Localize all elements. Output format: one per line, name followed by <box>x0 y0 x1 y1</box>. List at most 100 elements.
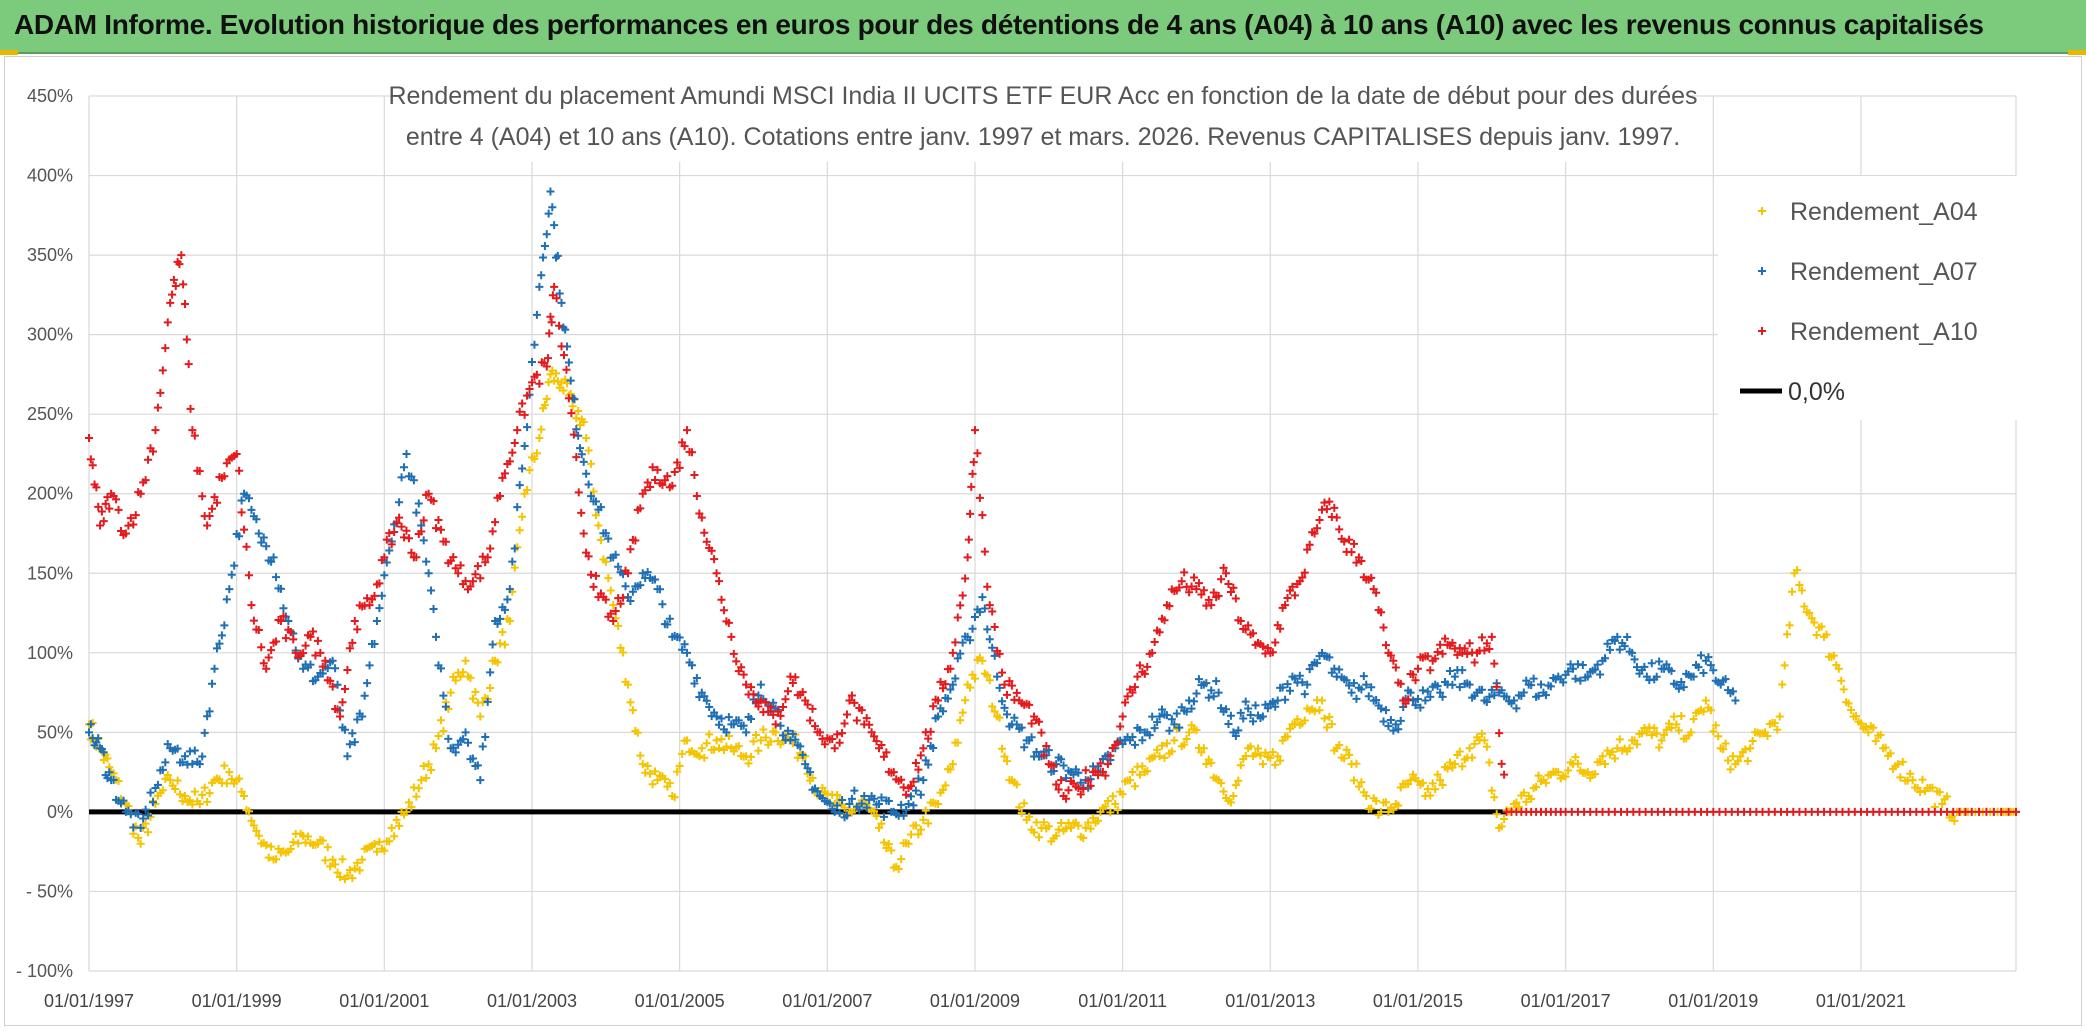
data-point-A07 <box>1482 698 1491 707</box>
data-point-A10 <box>471 570 480 579</box>
data-point-A10 <box>1128 688 1137 697</box>
data-point-A04 <box>1445 758 1454 767</box>
data-point-A04 <box>515 526 524 535</box>
performance-scatter-chart: 450% 400% 350% 300% 250% 200% 150% 100% 50% 0% - 5… <box>16 74 2020 1011</box>
data-point-A07 <box>1620 642 1629 651</box>
data-point-A10 <box>747 683 756 692</box>
data-point-A10 <box>919 744 928 753</box>
data-point-A04 <box>1106 808 1115 817</box>
data-point-A10 <box>911 758 920 767</box>
data-point-A07 <box>488 640 497 649</box>
data-point-A04 <box>961 696 970 705</box>
data-point-A10 <box>131 511 140 520</box>
data-point-A10 <box>1226 587 1235 596</box>
data-point-A10 <box>717 595 726 604</box>
data-point-A07 <box>1182 707 1191 716</box>
data-point-A10 <box>495 492 504 501</box>
data-point-A07 <box>1352 694 1361 703</box>
data-point-A10 <box>663 472 672 481</box>
data-point-A07 <box>1187 704 1196 713</box>
data-point-A10 <box>968 469 977 478</box>
data-point-A10 <box>626 545 635 554</box>
data-point-A04 <box>1564 766 1573 775</box>
data-point-A07 <box>579 457 588 466</box>
data-point-A04 <box>879 838 888 847</box>
data-point-A07 <box>414 499 423 508</box>
data-point-A07 <box>481 733 490 742</box>
data-point-A04 <box>1020 799 1029 808</box>
data-point-A04 <box>956 716 965 725</box>
data-point-A04 <box>1657 736 1666 745</box>
data-point-A10 <box>1477 633 1486 642</box>
data-point-A10 <box>385 529 394 538</box>
data-point-A07 <box>1728 687 1737 696</box>
series-layer <box>85 187 2020 884</box>
data-point-A04 <box>616 643 625 652</box>
data-point-A04 <box>1689 715 1698 724</box>
data-point-A07 <box>380 571 389 580</box>
data-point-A04 <box>646 769 655 778</box>
data-point-A07 <box>978 593 987 602</box>
data-point-A07 <box>683 648 692 657</box>
data-point-A04 <box>1785 621 1794 630</box>
data-point-A10 <box>1187 582 1196 591</box>
data-point-A04 <box>756 736 765 745</box>
data-point-A07 <box>510 544 519 553</box>
data-point-A10 <box>951 638 960 647</box>
data-point-A07 <box>252 515 261 524</box>
data-point-A10 <box>407 548 416 557</box>
data-point-A10 <box>1086 781 1095 790</box>
data-point-A04 <box>407 803 416 812</box>
legend-label-A10: Rendement_A10 <box>1790 318 1978 346</box>
data-point-A04 <box>559 386 568 395</box>
data-point-A10 <box>535 379 544 388</box>
data-point-A10 <box>1490 659 1499 668</box>
data-point-A10 <box>395 513 404 522</box>
data-point-A07 <box>643 568 652 577</box>
data-point-A10 <box>235 466 244 475</box>
data-point-A04 <box>535 434 544 443</box>
data-point-A10 <box>254 625 263 634</box>
data-point-A07 <box>675 633 684 642</box>
data-point-A04 <box>198 790 207 799</box>
data-point-A04 <box>566 389 575 398</box>
data-point-A10 <box>316 648 325 657</box>
data-point-A04 <box>1918 775 1927 784</box>
data-point-A07 <box>86 720 95 729</box>
data-point-A04 <box>404 798 413 807</box>
data-point-A04 <box>1541 778 1550 787</box>
data-point-A10 <box>651 476 660 485</box>
data-point-A04 <box>636 751 645 760</box>
data-point-A04 <box>321 856 330 865</box>
data-point-A07 <box>655 585 664 594</box>
data-point-A04 <box>203 797 212 806</box>
data-point-A10 <box>956 601 965 610</box>
data-point-A07 <box>1349 679 1358 688</box>
data-point-A10 <box>1463 649 1472 658</box>
data-point-A04 <box>1886 749 1895 758</box>
data-point-A04 <box>1664 719 1673 728</box>
data-point-A04 <box>417 776 426 785</box>
data-point-A10 <box>1975 807 1984 816</box>
data-point-A10 <box>756 696 765 705</box>
data-point-A04 <box>712 736 721 745</box>
data-point-A04 <box>1746 744 1755 753</box>
data-point-A07 <box>658 600 667 609</box>
data-point-A10 <box>616 599 625 608</box>
data-point-A07 <box>1418 686 1427 695</box>
data-point-A07 <box>1694 663 1703 672</box>
data-point-A07 <box>1249 717 1258 726</box>
data-point-A07 <box>995 683 1004 692</box>
legend-label-A04: Rendement_A04 <box>1790 198 1978 226</box>
data-point-A04 <box>1613 744 1622 753</box>
data-point-A10 <box>1143 662 1152 671</box>
data-point-A10 <box>397 522 406 531</box>
data-point-A04 <box>1273 752 1282 761</box>
data-point-A04 <box>587 459 596 468</box>
data-point-A04 <box>1044 822 1053 831</box>
data-point-A10 <box>404 534 413 543</box>
data-point-A07 <box>628 587 637 596</box>
data-point-A07 <box>432 632 441 641</box>
data-point-A07 <box>375 604 384 613</box>
data-point-A10 <box>845 696 854 705</box>
